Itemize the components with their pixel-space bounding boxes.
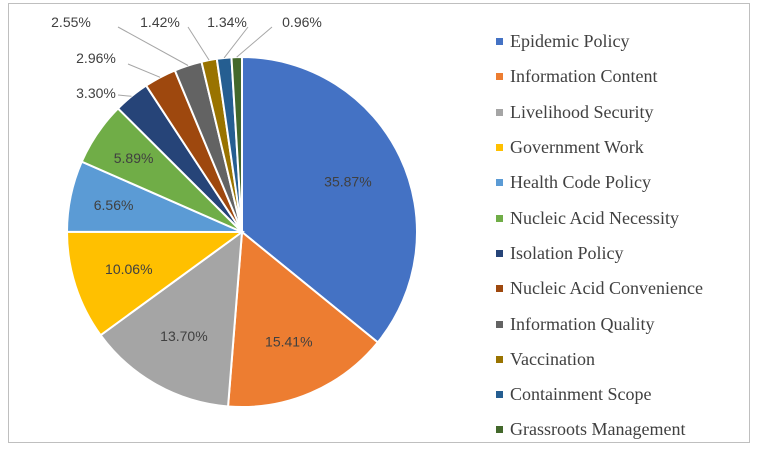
data-label-government-work: 10.06% bbox=[105, 261, 152, 277]
legend-swatch bbox=[496, 249, 503, 257]
legend-label: Vaccination bbox=[510, 348, 595, 369]
legend-label: Government Work bbox=[510, 137, 644, 158]
legend-item: Health Code Policy bbox=[496, 165, 746, 200]
legend-item: Nucleic Acid Convenience bbox=[496, 271, 746, 306]
legend-label: Isolation Policy bbox=[510, 242, 624, 263]
legend-swatch bbox=[496, 285, 503, 293]
leader-line bbox=[117, 94, 132, 97]
pie-slice-government-work bbox=[65, 230, 246, 337]
data-labels: 35.87% 15.41% 13.70% 10.06% 6.56% 5.89% 3.30% 2… bbox=[51, 14, 371, 349]
legend-swatch bbox=[496, 426, 503, 434]
data-label-nucleic-acid-convenience: 2.96% bbox=[76, 50, 116, 66]
data-label-containment-scope: 1.34% bbox=[207, 14, 247, 30]
legend-item: Vaccination bbox=[496, 342, 746, 377]
pie-slice-information-content bbox=[226, 230, 380, 408]
legend-label: Information Content bbox=[510, 66, 658, 87]
pie-slices bbox=[65, 55, 418, 408]
data-label-livelihood-security: 13.70% bbox=[160, 328, 207, 344]
legend-swatch bbox=[496, 179, 503, 187]
legend-item: Grassroots Management bbox=[496, 412, 746, 447]
legend-label: Health Code Policy bbox=[510, 172, 651, 193]
legend-label: Nucleic Acid Necessity bbox=[510, 207, 679, 228]
legend-label: Livelihood Security bbox=[510, 101, 654, 122]
leader-line bbox=[223, 26, 249, 59]
legend-swatch bbox=[496, 355, 503, 363]
leader-lines bbox=[117, 26, 273, 97]
data-label-grassroots-management: 0.96% bbox=[282, 14, 322, 30]
leader-line bbox=[127, 63, 161, 78]
data-label-information-quality: 2.55% bbox=[51, 14, 91, 30]
legend-item: Information Quality bbox=[496, 306, 746, 341]
data-label-information-content: 15.41% bbox=[265, 333, 312, 349]
legend-item: Government Work bbox=[496, 130, 746, 165]
leader-line bbox=[187, 26, 210, 61]
legend-item: Isolation Policy bbox=[496, 236, 746, 271]
legend-swatch bbox=[496, 391, 503, 399]
data-label-health-code-policy: 6.56% bbox=[94, 197, 134, 213]
legend-label: Grassroots Management bbox=[510, 419, 686, 440]
data-label-isolation-policy: 3.30% bbox=[76, 85, 116, 101]
legend-swatch bbox=[496, 320, 503, 328]
legend: Epidemic Policy Information Content Liveli… bbox=[496, 24, 746, 448]
legend-swatch bbox=[496, 108, 503, 116]
legend-swatch bbox=[496, 38, 503, 46]
legend-label: Information Quality bbox=[510, 313, 655, 334]
legend-item: Livelihood Security bbox=[496, 95, 746, 130]
data-label-epidemic-policy: 35.87% bbox=[324, 174, 371, 190]
legend-item: Nucleic Acid Necessity bbox=[496, 200, 746, 235]
data-label-vaccination: 1.42% bbox=[140, 14, 180, 30]
legend-swatch bbox=[496, 214, 503, 222]
data-label-nucleic-acid-necessity: 5.89% bbox=[114, 150, 154, 166]
pie-slice-epidemic-policy bbox=[241, 55, 418, 344]
legend-label: Containment Scope bbox=[510, 384, 652, 405]
legend-swatch bbox=[496, 73, 503, 81]
legend-label: Nucleic Acid Convenience bbox=[510, 278, 703, 299]
legend-item: Epidemic Policy bbox=[496, 24, 746, 59]
leader-line bbox=[117, 26, 189, 66]
legend-item: Information Content bbox=[496, 59, 746, 94]
legend-item: Containment Scope bbox=[496, 377, 746, 412]
leader-line bbox=[236, 26, 273, 58]
legend-label: Epidemic Policy bbox=[510, 31, 630, 52]
pie-slice-livelihood-security bbox=[99, 229, 244, 408]
legend-swatch bbox=[496, 144, 503, 152]
